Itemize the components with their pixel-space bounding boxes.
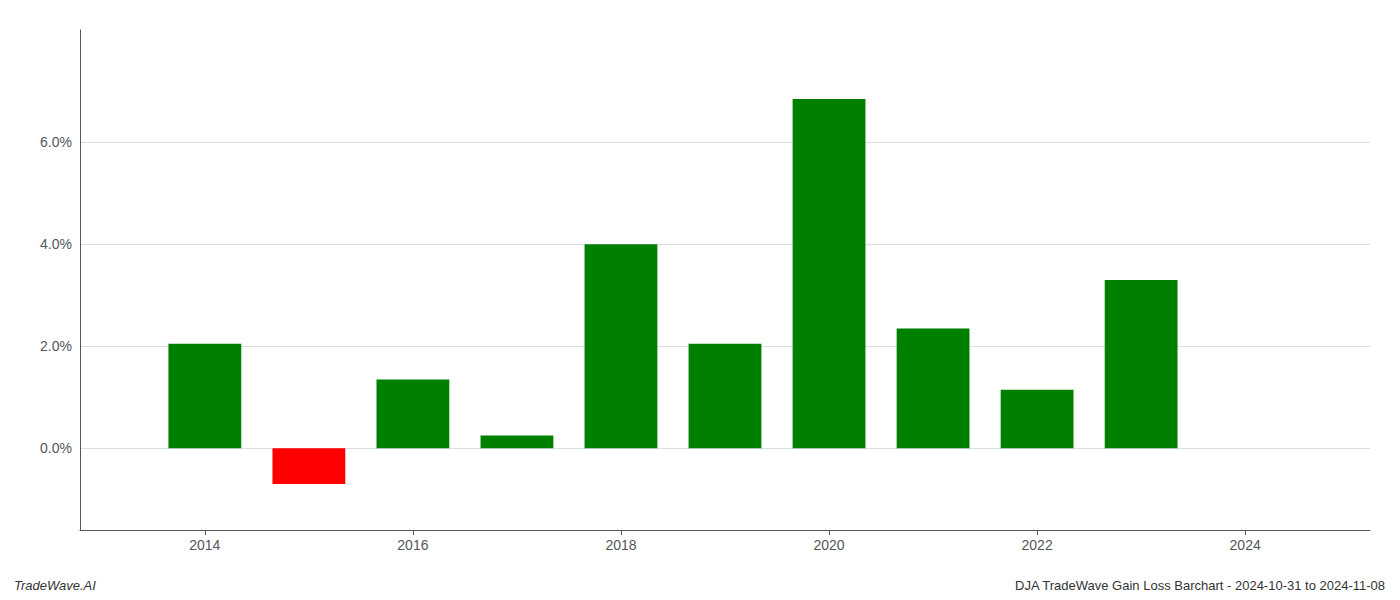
svg-text:DJA TradeWave Gain Loss Barcha: DJA TradeWave Gain Loss Barchart - 2024-… xyxy=(1015,578,1385,593)
svg-text:2014: 2014 xyxy=(189,537,220,553)
svg-text:0.0%: 0.0% xyxy=(40,440,72,456)
svg-text:TradeWave.AI: TradeWave.AI xyxy=(14,578,96,593)
svg-text:2016: 2016 xyxy=(397,537,428,553)
svg-text:2.0%: 2.0% xyxy=(40,338,72,354)
svg-text:6.0%: 6.0% xyxy=(40,134,72,150)
svg-text:2024: 2024 xyxy=(1230,537,1261,553)
svg-text:2020: 2020 xyxy=(813,537,844,553)
svg-text:2022: 2022 xyxy=(1022,537,1053,553)
svg-text:2018: 2018 xyxy=(605,537,636,553)
svg-text:4.0%: 4.0% xyxy=(40,236,72,252)
